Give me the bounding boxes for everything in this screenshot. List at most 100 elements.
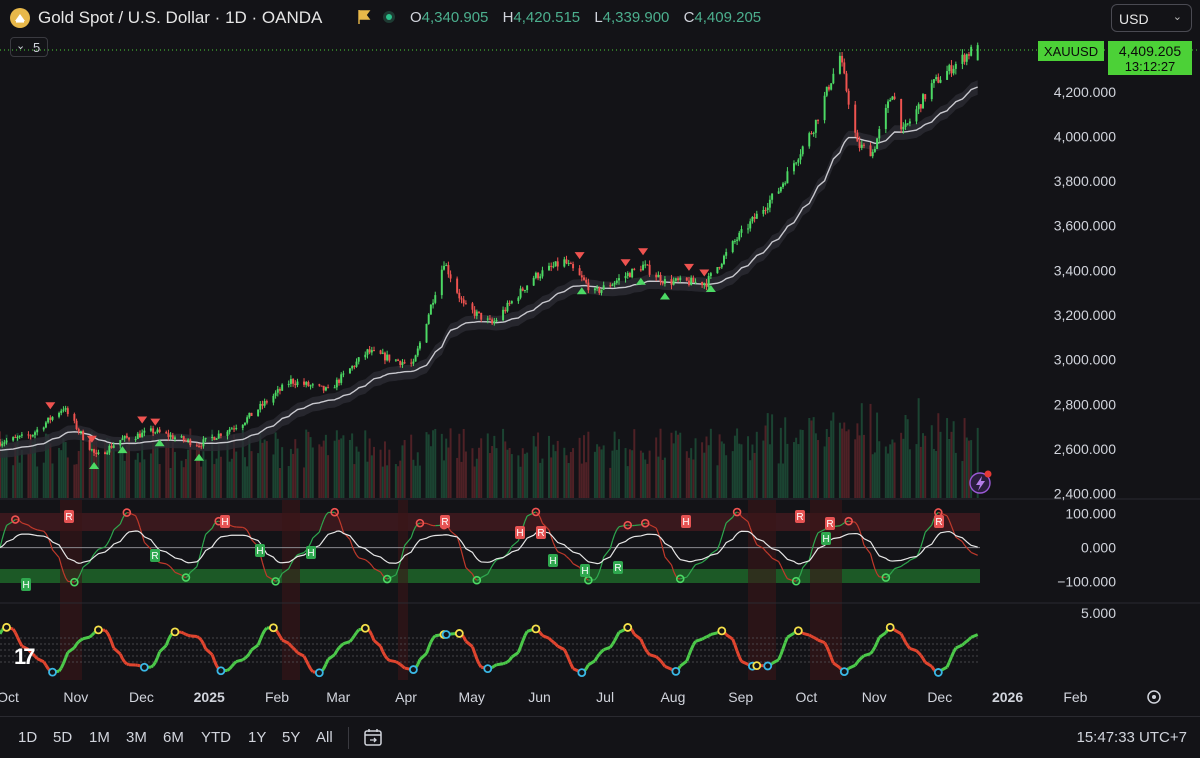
volume-bar [356,447,358,498]
volume-bar [946,418,948,498]
trough-marker [764,662,771,669]
candle-body [62,410,64,411]
candle-body [878,129,880,138]
highlight-zone [748,500,776,680]
oscillator-1-tick-label: −100.000 [1057,574,1116,590]
oscillator-2-line [523,636,525,641]
oscillator-2-line [472,647,474,653]
volume-bar [552,445,554,498]
candle-body [887,101,889,107]
candle-body [802,146,804,154]
candle-body [889,100,891,102]
volume-bar [159,464,161,498]
oscillator-2-line [308,665,310,669]
range-5y-button[interactable]: 5Y [282,729,300,746]
candles [0,43,979,458]
oscillator-2-line [967,639,969,641]
oscillator-2-line [127,664,129,665]
volume-bar [307,432,309,498]
badge-text: H [549,556,556,567]
range-5d-button[interactable]: 5D [53,729,72,746]
oscillator-line [908,560,910,562]
candle-body [572,264,574,268]
volume-bar [272,454,274,498]
volume-bar [955,453,957,498]
candle-body [810,133,812,134]
volume-bar [614,432,616,498]
volume-bar [810,420,812,498]
clock-timezone[interactable]: 15:47:33 UTC+7 [1077,729,1188,746]
range-1y-button[interactable]: 1Y [248,729,266,746]
go-to-date-icon[interactable] [362,726,384,748]
volume-bar [351,433,353,498]
volume-bar [384,441,386,498]
volume-bar [82,442,84,498]
candle-body [601,290,603,293]
candle-body [412,362,414,364]
x-tick-label: Oct [795,689,817,705]
volume-bar [137,453,139,498]
oscillator-2-line [166,640,168,646]
candle-body [60,411,62,413]
candle-body [856,133,858,142]
badge-text: R [65,512,72,523]
candle-body [156,430,158,433]
oscillator-2-line [919,653,921,656]
oscillator-line [304,550,306,552]
candle-body [266,401,268,403]
volume-bar [843,422,845,498]
range-1m-button[interactable]: 1M [89,729,110,746]
oscillator-line [643,523,645,524]
volume-bar [496,448,498,498]
oscillator-line [387,578,389,579]
candle-body [272,396,274,403]
candle-body [231,428,233,429]
volume-bar [410,435,412,498]
tradingview-logo-icon[interactable]: 17 [14,644,32,670]
range-all-button[interactable]: All [316,729,333,746]
candle-body [970,47,972,56]
oscillator-2-line [954,648,956,652]
volume-bar [522,448,524,498]
volume-bar [966,438,968,498]
candle-body [585,280,587,283]
trough-marker [484,665,491,672]
oscillator-2-line [566,654,568,659]
oscillator-line [105,544,107,547]
oscillator-2-line [0,630,2,634]
oscillator-2-line [864,654,871,656]
oscillator-2-line [112,642,114,648]
volume-bar [443,460,445,498]
volume-bar [325,435,327,498]
oscillator-2-line [245,656,247,658]
peak-marker [3,624,10,631]
oscillator-2-line [647,652,649,655]
oscillator-2-line [503,663,505,664]
volume-bar [616,450,618,498]
candle-body [167,433,169,437]
range-3m-button[interactable]: 3M [126,729,147,746]
candle-body [261,404,263,406]
candle-body [677,278,679,280]
range-1d-button[interactable]: 1D [18,729,37,746]
x-tick-label: Dec [927,689,952,705]
oscillator-line [962,542,964,545]
volume-bar [795,438,797,498]
oscillator-2-line [427,647,429,653]
candle-body [920,104,922,108]
volume-bar [931,425,933,498]
candle-body [128,438,130,440]
candle-body [861,145,863,148]
volume-bar [555,451,557,498]
candle-body [907,123,909,124]
volume-bar [229,462,231,498]
candle-body [940,80,942,83]
oscillator-2-line [497,664,504,665]
oscillator-2-line [105,630,107,632]
range-ytd-button[interactable]: YTD [201,729,231,746]
candle-body [242,425,244,428]
volume-bar [747,436,749,498]
range-6m-button[interactable]: 6M [163,729,184,746]
volume-bar [640,451,642,498]
